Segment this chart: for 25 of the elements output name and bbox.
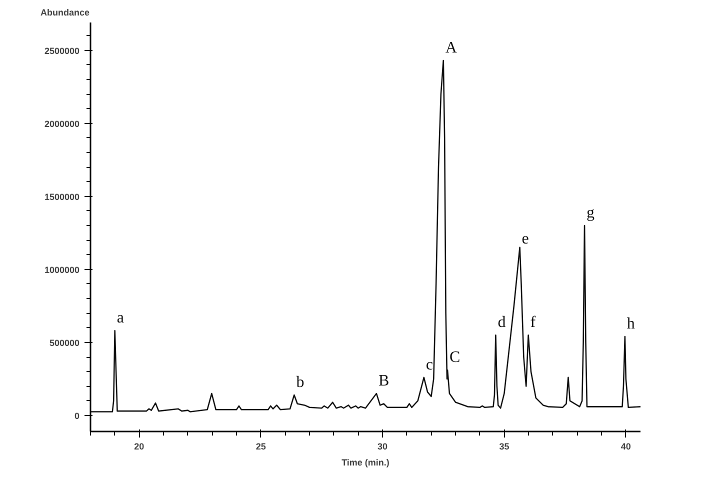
annotation: g (586, 204, 595, 222)
y-tick-label: 2000000 (44, 118, 80, 129)
x-tick-label: 25 (256, 442, 266, 452)
annotation: a (116, 310, 124, 327)
y-axis-title: Abundance (40, 8, 90, 18)
annotation: c (426, 356, 434, 374)
annotation: e (522, 230, 529, 248)
annotation: B (378, 372, 390, 390)
x-tick-label: 20 (134, 442, 144, 452)
annotation: f (530, 314, 536, 332)
x-tick-label: 40 (620, 442, 631, 452)
annotation: C (450, 349, 460, 366)
y-tick-label: 0 (74, 410, 80, 421)
y-tick-label: 2500000 (44, 46, 80, 56)
annotation: b (296, 374, 304, 391)
x-axis-title: Time (min.) (342, 458, 390, 468)
x-tick-label: 30 (378, 442, 388, 452)
annotation: h (626, 316, 635, 333)
annotation: d (498, 314, 506, 332)
annotation: A (445, 39, 458, 56)
y-tick-label: 500000 (49, 338, 80, 348)
line-series (90, 60, 640, 412)
y-tick-label: 1500000 (44, 192, 80, 202)
x-tick-label: 35 (499, 442, 510, 452)
y-tick-label: 1000000 (44, 264, 80, 275)
